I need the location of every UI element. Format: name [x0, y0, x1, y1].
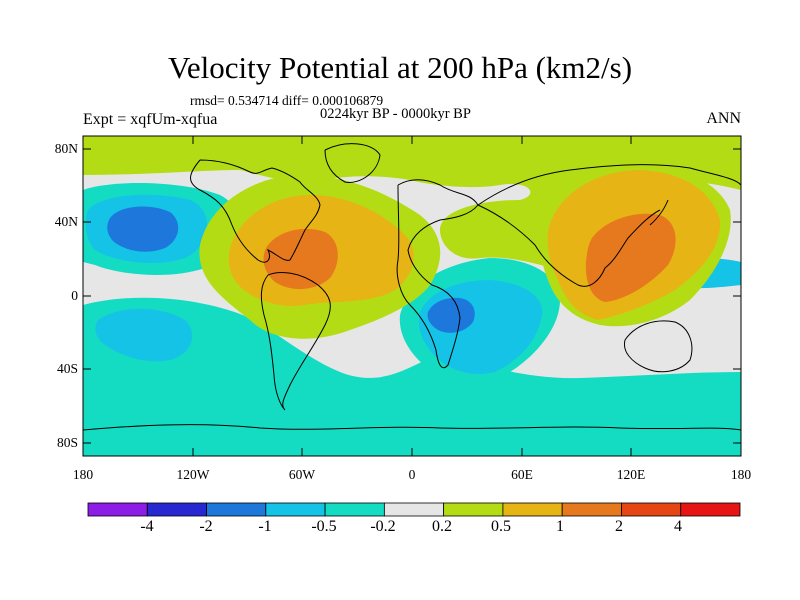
- map-title: Velocity Potential at 200 hPa (km2/s): [167, 50, 633, 85]
- colorbar-swatch: [383, 502, 445, 517]
- lon-label-120w: 120W: [176, 467, 210, 482]
- period-label: 0224kyr BP - 0000kyr BP: [320, 106, 471, 122]
- coast-north-america: [190, 159, 321, 263]
- coast-europe-africa: [396, 179, 479, 369]
- season-label: ANN: [706, 110, 741, 127]
- lon-label-180e: 180: [730, 467, 752, 482]
- axis-ticks: [82, 136, 742, 456]
- colorbar-swatch: [502, 502, 563, 517]
- field-asia-positive-core: [585, 213, 676, 302]
- field-americas-positive-core: [263, 228, 338, 290]
- lon-label-120e: 120E: [616, 467, 646, 482]
- coast-greenland: [324, 143, 381, 183]
- lat-label-80n: 80N: [54, 141, 78, 156]
- coast-south-america: [260, 272, 331, 411]
- colorbar-label: -0.5: [311, 518, 337, 535]
- colorbar-swatch: [680, 502, 741, 517]
- experiment-label: Expt = xqfUm-xqfua: [83, 111, 218, 128]
- colorbar-label: -0.2: [370, 518, 396, 535]
- lon-label-180w: 180: [72, 467, 94, 482]
- colorbar-label: 2: [615, 518, 623, 535]
- field-africa-negative-core: [427, 297, 475, 333]
- lon-label-60e: 60E: [511, 467, 533, 482]
- field-north-pacific-negative-core: [107, 206, 179, 252]
- colorbar-label: -2: [199, 518, 213, 535]
- coastlines: [83, 143, 741, 431]
- colorbar-label: -4: [140, 518, 154, 535]
- colorbar-label: 0.2: [432, 518, 452, 535]
- colorbar-label: 1: [556, 518, 564, 535]
- lon-label-0: 0: [408, 467, 416, 482]
- colorbar-swatch: [621, 502, 682, 517]
- colorbar-swatch: [443, 502, 504, 517]
- colorbar-swatch: [324, 502, 385, 517]
- coast-australia: [623, 320, 693, 373]
- colorbar-label: 4: [674, 518, 682, 535]
- rmsd-diff-stats: rmsd= 0.534714 diff= 0.000106879: [190, 93, 384, 108]
- lat-label-40s: 40S: [56, 361, 78, 376]
- lon-label-60w: 60W: [288, 467, 316, 482]
- colorbar-swatch: [87, 502, 148, 517]
- colorbar-swatch: [146, 502, 207, 517]
- colorbar-label: 0.5: [491, 518, 511, 535]
- colorbar: [87, 502, 741, 517]
- colorbar-swatch: [561, 502, 622, 517]
- lat-label-80s: 80S: [56, 435, 78, 450]
- coast-asia: [477, 164, 741, 287]
- colorbar-swatch: [265, 502, 326, 517]
- coast-japan: [649, 199, 669, 226]
- colorbar-label: -1: [258, 518, 272, 535]
- lat-label-40n: 40N: [54, 214, 78, 229]
- velocity-potential-field: [83, 136, 741, 456]
- lat-label-eq: 0: [71, 288, 78, 303]
- field-southern-negative: [83, 297, 741, 456]
- coast-antarctica: [83, 424, 741, 431]
- colorbar-swatch: [206, 502, 267, 517]
- field-south-pacific-negative: [95, 308, 193, 362]
